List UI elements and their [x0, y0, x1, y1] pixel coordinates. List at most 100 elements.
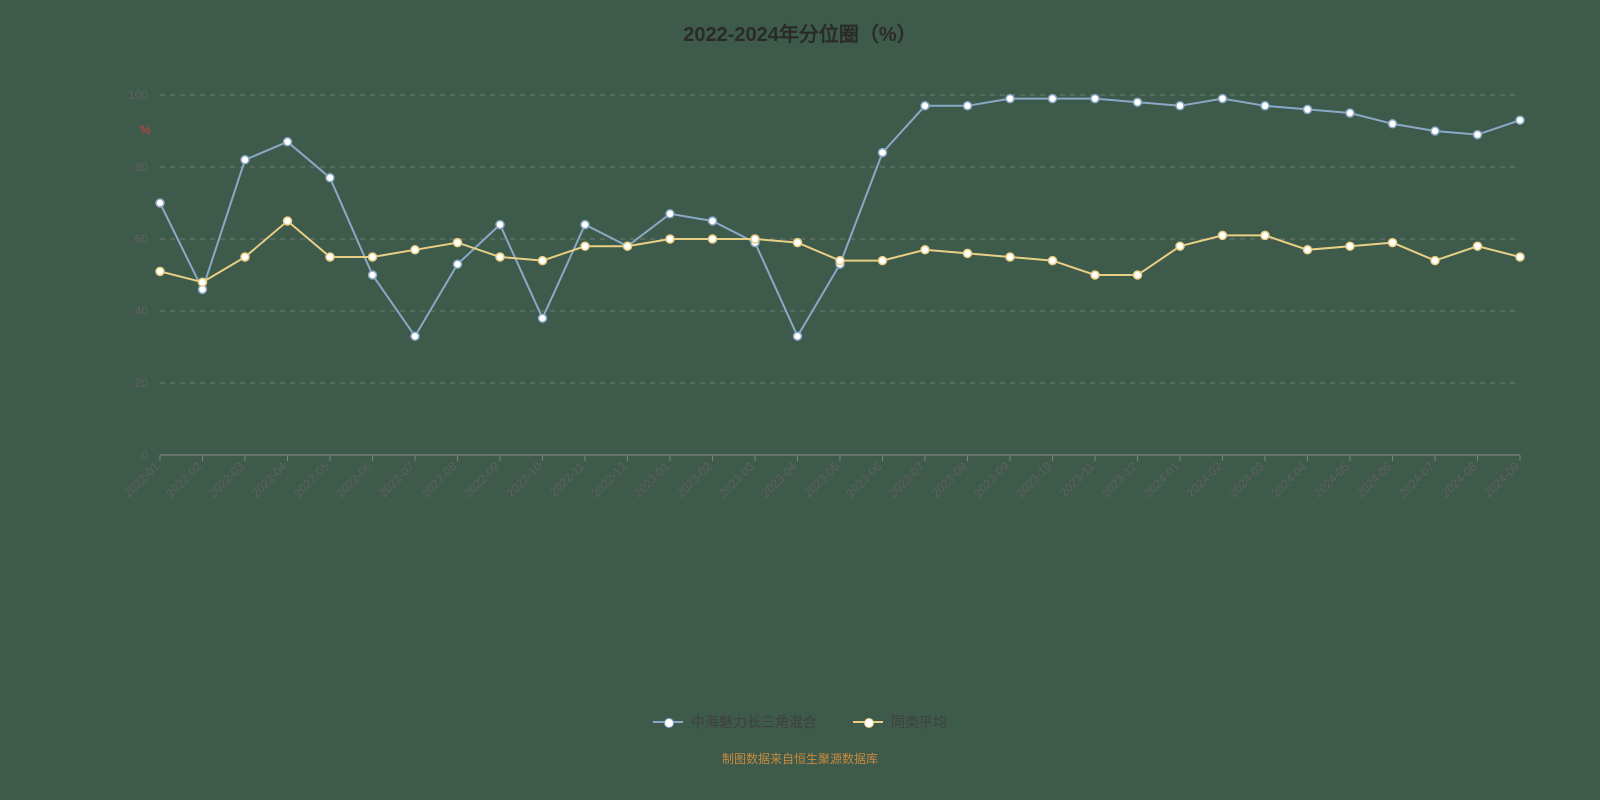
x-tick-label: 2022-07: [376, 459, 417, 500]
series-marker: [1006, 95, 1014, 103]
series-marker: [496, 253, 504, 261]
x-tick-label: 2024-04: [1269, 459, 1310, 500]
series-marker: [1261, 231, 1269, 239]
series-marker: [496, 221, 504, 229]
series-marker: [1474, 131, 1482, 139]
legend: 中海魅力长三角混合 同类平均: [0, 710, 1600, 732]
series-marker: [1516, 253, 1524, 261]
series-marker: [751, 235, 759, 243]
credit-text: 制图数据来自恒生聚源数据库: [0, 750, 1600, 767]
series-marker: [1346, 109, 1354, 117]
series-marker: [199, 278, 207, 286]
y-tick-label: 100: [128, 88, 148, 102]
series-marker: [1134, 98, 1142, 106]
series-marker: [581, 242, 589, 250]
x-tick-label: 2022-08: [419, 459, 460, 500]
x-tick-label: 2022-09: [461, 459, 502, 500]
x-tick-label: 2024-03: [1226, 459, 1267, 500]
chart-container: 2022-2024年分位圈（%） % 0204060801002022-0120…: [0, 0, 1600, 800]
series-marker: [454, 260, 462, 268]
legend-marker-icon: [864, 718, 874, 728]
x-tick-label: 2023-06: [844, 459, 885, 500]
y-tick-label: 60: [135, 232, 149, 246]
series-marker: [666, 210, 674, 218]
legend-marker-icon: [664, 718, 674, 728]
x-tick-label: 2023-10: [1014, 459, 1055, 500]
series-marker: [411, 332, 419, 340]
series-marker: [156, 199, 164, 207]
series-marker: [1346, 242, 1354, 250]
series-marker: [539, 257, 547, 265]
x-tick-label: 2024-02: [1184, 459, 1225, 500]
series-marker: [1049, 95, 1057, 103]
series-marker: [964, 249, 972, 257]
x-tick-label: 2023-05: [801, 459, 842, 500]
legend-item[interactable]: 同类平均: [853, 712, 947, 732]
series-marker: [369, 271, 377, 279]
x-tick-label: 2022-06: [334, 459, 375, 500]
x-tick-label: 2022-05: [291, 459, 332, 500]
x-tick-label: 2023-04: [759, 459, 800, 500]
series-marker: [1304, 105, 1312, 113]
x-tick-label: 2022-01: [121, 459, 162, 500]
series-marker: [156, 267, 164, 275]
x-tick-label: 2022-10: [504, 459, 545, 500]
series-marker: [1219, 231, 1227, 239]
legend-label: 同类平均: [891, 712, 947, 732]
legend-line-icon: [653, 721, 683, 723]
series-marker: [921, 102, 929, 110]
legend-item[interactable]: 中海魅力长三角混合: [653, 712, 817, 732]
x-tick-label: 2022-03: [206, 459, 247, 500]
x-tick-label: 2023-09: [971, 459, 1012, 500]
series-marker: [794, 332, 802, 340]
series-marker: [1134, 271, 1142, 279]
series-marker: [369, 253, 377, 261]
series-marker: [284, 138, 292, 146]
series-marker: [964, 102, 972, 110]
series-line: [160, 99, 1520, 337]
x-tick-label: 2024-08: [1439, 459, 1480, 500]
y-tick-label: 40: [135, 304, 149, 318]
series-marker: [1474, 242, 1482, 250]
series-marker: [1006, 253, 1014, 261]
series-marker: [411, 246, 419, 254]
x-tick-label: 2023-08: [929, 459, 970, 500]
x-tick-label: 2024-05: [1311, 459, 1352, 500]
x-tick-label: 2024-06: [1354, 459, 1395, 500]
series-marker: [794, 239, 802, 247]
series-marker: [709, 235, 717, 243]
series-marker: [1389, 120, 1397, 128]
series-marker: [241, 253, 249, 261]
x-tick-label: 2023-07: [886, 459, 927, 500]
series-marker: [1176, 242, 1184, 250]
x-tick-label: 2022-02: [164, 459, 205, 500]
series-marker: [1516, 116, 1524, 124]
series-marker: [1091, 95, 1099, 103]
x-tick-label: 2022-04: [249, 459, 290, 500]
series-marker: [1219, 95, 1227, 103]
series-marker: [879, 257, 887, 265]
series-marker: [1176, 102, 1184, 110]
series-marker: [879, 149, 887, 157]
y-tick-label: 80: [135, 160, 149, 174]
series-marker: [326, 253, 334, 261]
series-marker: [836, 257, 844, 265]
series-marker: [454, 239, 462, 247]
x-tick-label: 2024-07: [1396, 459, 1437, 500]
series-marker: [666, 235, 674, 243]
series-marker: [1431, 257, 1439, 265]
series-marker: [581, 221, 589, 229]
series-line: [160, 221, 1520, 282]
x-tick-label: 2023-12: [1099, 459, 1140, 500]
legend-label: 中海魅力长三角混合: [691, 712, 817, 732]
series-marker: [709, 217, 717, 225]
series-marker: [1431, 127, 1439, 135]
x-tick-label: 2023-01: [631, 459, 672, 500]
x-tick-label: 2023-11: [1057, 459, 1098, 500]
series-marker: [1091, 271, 1099, 279]
x-tick-label: 2024-09: [1481, 459, 1522, 500]
series-marker: [326, 174, 334, 182]
series-marker: [624, 242, 632, 250]
y-tick-label: 20: [135, 376, 149, 390]
x-tick-label: 2023-02: [674, 459, 715, 500]
